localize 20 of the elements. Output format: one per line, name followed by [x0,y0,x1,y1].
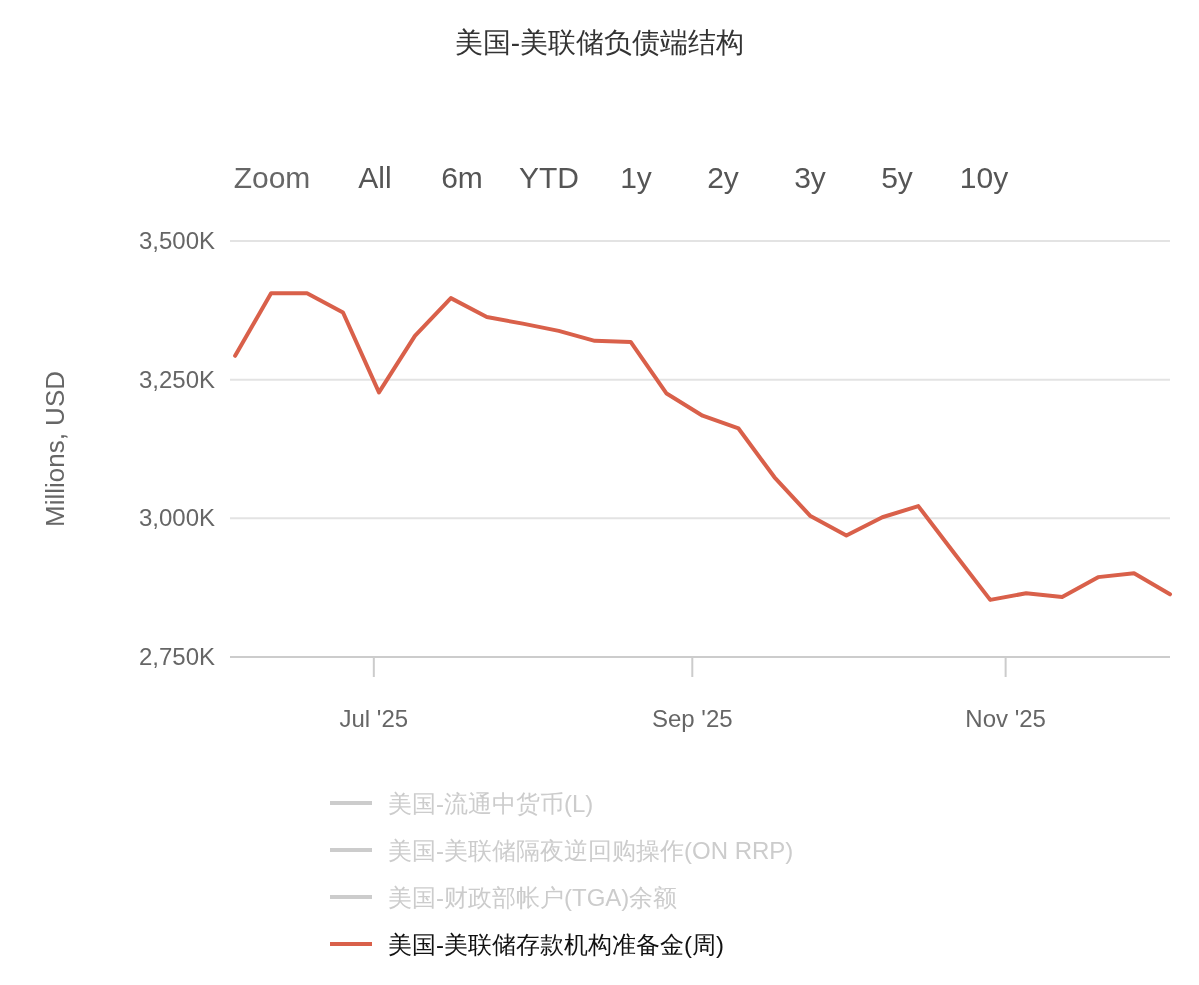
text: All [358,161,392,194]
text: 1y [620,161,652,194]
x-tick-label: Nov '25 [965,705,1046,732]
y-tick-label: 3,000K [138,504,215,532]
y-tick-label: 3,500K [138,227,215,254]
text: 10y [959,161,1009,194]
y-axis-title: Millions, USD [40,370,70,528]
text: Zoom [233,161,311,194]
x-tick-label: Jul '25 [339,705,409,732]
text: 2y [707,161,739,194]
y-tick-label: 3,250K [138,365,215,393]
text: 3y [794,161,826,194]
x-tick-label: Sep '25 [651,705,733,732]
text: 5y [881,161,913,194]
y-tick-label: 2,750K [138,643,215,670]
chart-title: 美国-美联储负债端结构 [454,27,745,58]
text: YTD [519,161,579,194]
legend-label: 美国-美联储存款机构准备金(周) [388,931,724,958]
line-series [233,291,1172,602]
text: 6m [441,161,483,194]
